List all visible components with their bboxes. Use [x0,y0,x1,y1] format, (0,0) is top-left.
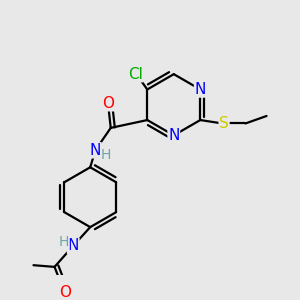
Text: N: N [168,128,179,143]
Text: O: O [59,285,71,300]
Text: Cl: Cl [128,67,143,82]
Text: S: S [219,116,229,131]
Text: O: O [102,96,114,111]
Text: N: N [195,82,206,97]
Text: H: H [58,236,69,249]
Text: N: N [68,238,79,253]
Text: H: H [101,148,111,162]
Text: N: N [90,143,101,158]
